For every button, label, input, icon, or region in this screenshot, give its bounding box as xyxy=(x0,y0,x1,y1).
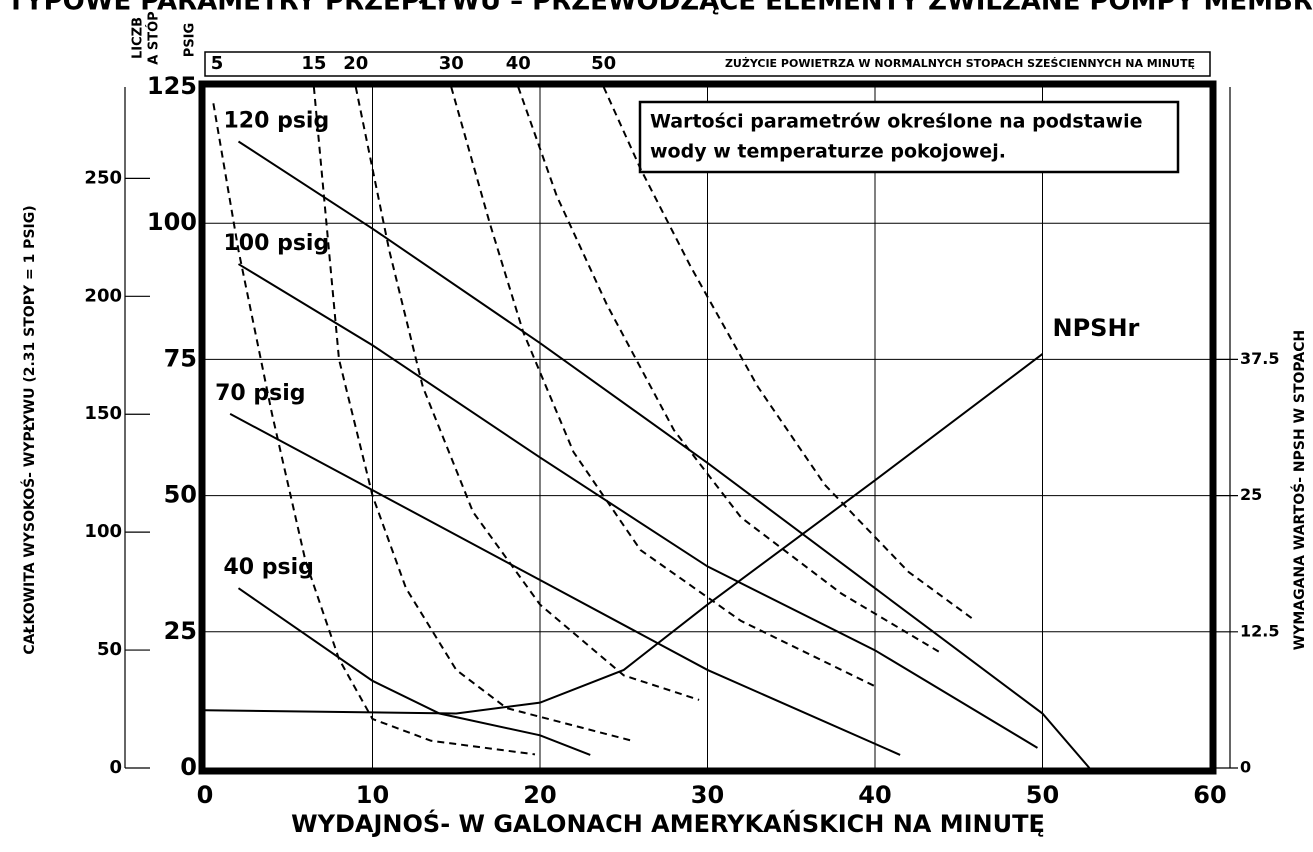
y2-tick-label: 25 xyxy=(1240,485,1262,504)
x-tick-label: 60 xyxy=(1193,781,1226,809)
note-text: wody w temperaturze pokojowej. xyxy=(650,141,1006,163)
y-tick-label: 50 xyxy=(164,481,197,509)
note-text: Wartości parametrów określone na podstaw… xyxy=(650,111,1143,133)
y-tick-label: 0 xyxy=(180,753,197,781)
series-line xyxy=(204,353,1044,715)
series-line xyxy=(237,587,591,756)
x-tick-label: 20 xyxy=(523,781,556,809)
series-line xyxy=(237,263,1038,749)
air-box xyxy=(204,51,1211,77)
series-label: 120 psig xyxy=(224,108,330,133)
air-tick-label: 20 xyxy=(343,53,368,74)
y-tick-label: 125 xyxy=(147,72,197,100)
air-tick-label: 5 xyxy=(211,53,224,74)
air-tick-label: 50 xyxy=(591,53,616,74)
y3-tick-label: 0 xyxy=(109,757,122,778)
y3-tick-label: 150 xyxy=(84,403,122,424)
y-tick-label: 75 xyxy=(164,344,197,372)
series-label: 70 psig xyxy=(215,381,305,406)
x-tick-label: 40 xyxy=(858,781,891,809)
y-axis-label: CAŁKOWITA WYSOKOŚ- WYPŁYWU (2.31 STOPY =… xyxy=(20,205,38,654)
y2-tick-label: 0 xyxy=(1240,758,1251,777)
series-line xyxy=(237,140,1091,769)
y3-tick-label: 200 xyxy=(84,285,122,306)
series-label: NPSHr xyxy=(1053,314,1140,342)
x-axis-label: WYDAJNOŚ- W GALONACH AMERYKAŃSKICH NA MI… xyxy=(291,808,1045,838)
air-tick-label: 40 xyxy=(506,53,531,74)
y2-tick-label: 12.5 xyxy=(1240,621,1279,640)
note-box xyxy=(638,100,1180,174)
y2-tick-label: 37.5 xyxy=(1240,349,1279,368)
x-tick-label: 30 xyxy=(691,781,724,809)
x-tick-label: 0 xyxy=(197,781,214,809)
air-label: ZUŻYCIE POWIETRZA W NORMALNYCH STOPACH S… xyxy=(725,56,1195,70)
x-tick-label: 50 xyxy=(1026,781,1059,809)
series-line xyxy=(450,86,876,688)
y3-tick-label: 50 xyxy=(97,639,122,660)
air-tick-label: 15 xyxy=(301,53,326,74)
series-label: 100 psig xyxy=(224,231,330,256)
series-line xyxy=(229,412,901,756)
chart-title: TYPOWE PARAMETRY PRZEPŁYWU – PRZEWODZĄCE… xyxy=(7,0,1313,17)
air-tick-label: 30 xyxy=(439,53,464,74)
y3-tick-label: 100 xyxy=(84,521,122,542)
x-tick-label: 10 xyxy=(356,781,389,809)
series-label: 40 psig xyxy=(224,555,314,580)
y3-tick-label: 250 xyxy=(84,167,122,188)
plot-frame xyxy=(198,80,1217,775)
series-line xyxy=(212,103,536,756)
series-line xyxy=(517,86,943,655)
feet-label: A STÓP xyxy=(146,11,162,64)
psig-label: PSIG xyxy=(183,23,198,57)
y-tick-label: 100 xyxy=(147,208,197,236)
series-line xyxy=(354,86,700,701)
y2-axis-label: WYMAGANA WARTOŚ- NPSH W STOPACH xyxy=(1290,330,1308,650)
y-tick-label: 25 xyxy=(164,617,197,645)
feet-label: LICZB xyxy=(131,17,146,59)
series-line xyxy=(602,86,977,622)
